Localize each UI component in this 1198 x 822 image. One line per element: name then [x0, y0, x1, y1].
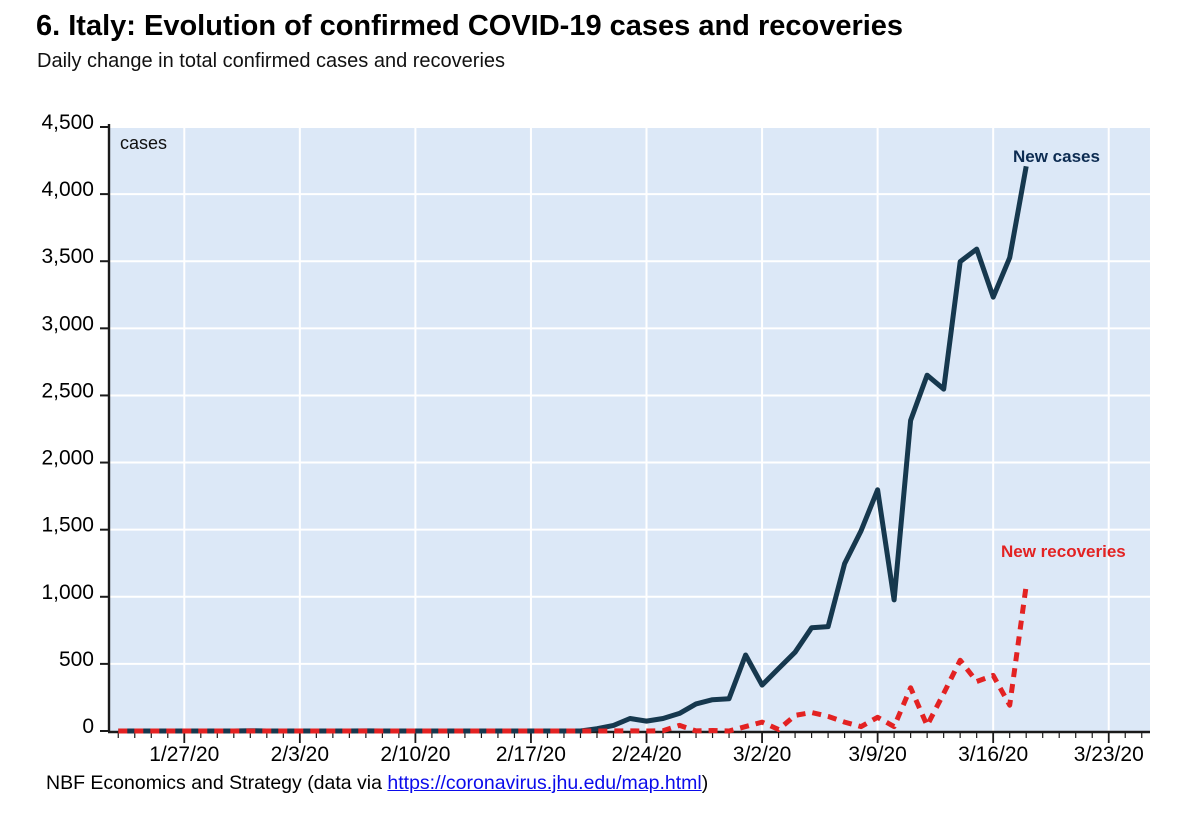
- y-axis-tick-label: 0: [82, 715, 94, 738]
- y-axis-tick-label: 4,000: [41, 178, 94, 201]
- y-axis-tick-label: 1,500: [41, 514, 94, 537]
- y-axis-tick-label: 500: [59, 648, 94, 671]
- y-axis-tick-label: 4,500: [41, 111, 94, 134]
- x-axis-tick-label: 3/2/20: [733, 743, 791, 766]
- new-recoveries-series-label: New recoveries: [1001, 542, 1126, 561]
- x-axis-tick-label: 1/27/20: [149, 743, 219, 766]
- source-note: NBF Economics and Strategy (data via htt…: [46, 772, 708, 795]
- x-axis-tick-label: 2/17/20: [496, 743, 566, 766]
- y-axis-tick-label: 3,000: [41, 312, 94, 335]
- y-axis-tick-label: 1,000: [41, 581, 94, 604]
- source-note-suffix: ): [701, 772, 709, 794]
- y-axis-tick-label: 2,000: [41, 447, 94, 470]
- new-cases-series-label: New cases: [1013, 147, 1100, 166]
- x-axis-tick-label: 2/3/20: [271, 743, 329, 766]
- x-axis-tick-label: 2/24/20: [611, 743, 681, 766]
- new-recoveries-line: [118, 585, 1029, 734]
- x-axis-tick-label: 3/9/20: [848, 743, 906, 766]
- y-axis-unit-label: cases: [120, 133, 168, 153]
- x-axis-tick-label: 3/16/20: [958, 743, 1028, 766]
- source-link[interactable]: https://coronavirus.jhu.edu/map.html: [387, 772, 702, 794]
- plot-area: [110, 127, 1150, 731]
- y-axis-tick-label: 3,500: [41, 245, 94, 268]
- chart-subtitle: Daily change in total confirmed cases an…: [37, 50, 506, 72]
- x-axis-tick-label: 3/23/20: [1074, 743, 1144, 766]
- chart-title: 6. Italy: Evolution of confirmed COVID-1…: [36, 10, 904, 42]
- y-axis-tick-label: 2,500: [41, 379, 94, 402]
- x-axis-tick-label: 2/10/20: [380, 743, 450, 766]
- source-note-prefix: NBF Economics and Strategy (data via: [46, 772, 388, 794]
